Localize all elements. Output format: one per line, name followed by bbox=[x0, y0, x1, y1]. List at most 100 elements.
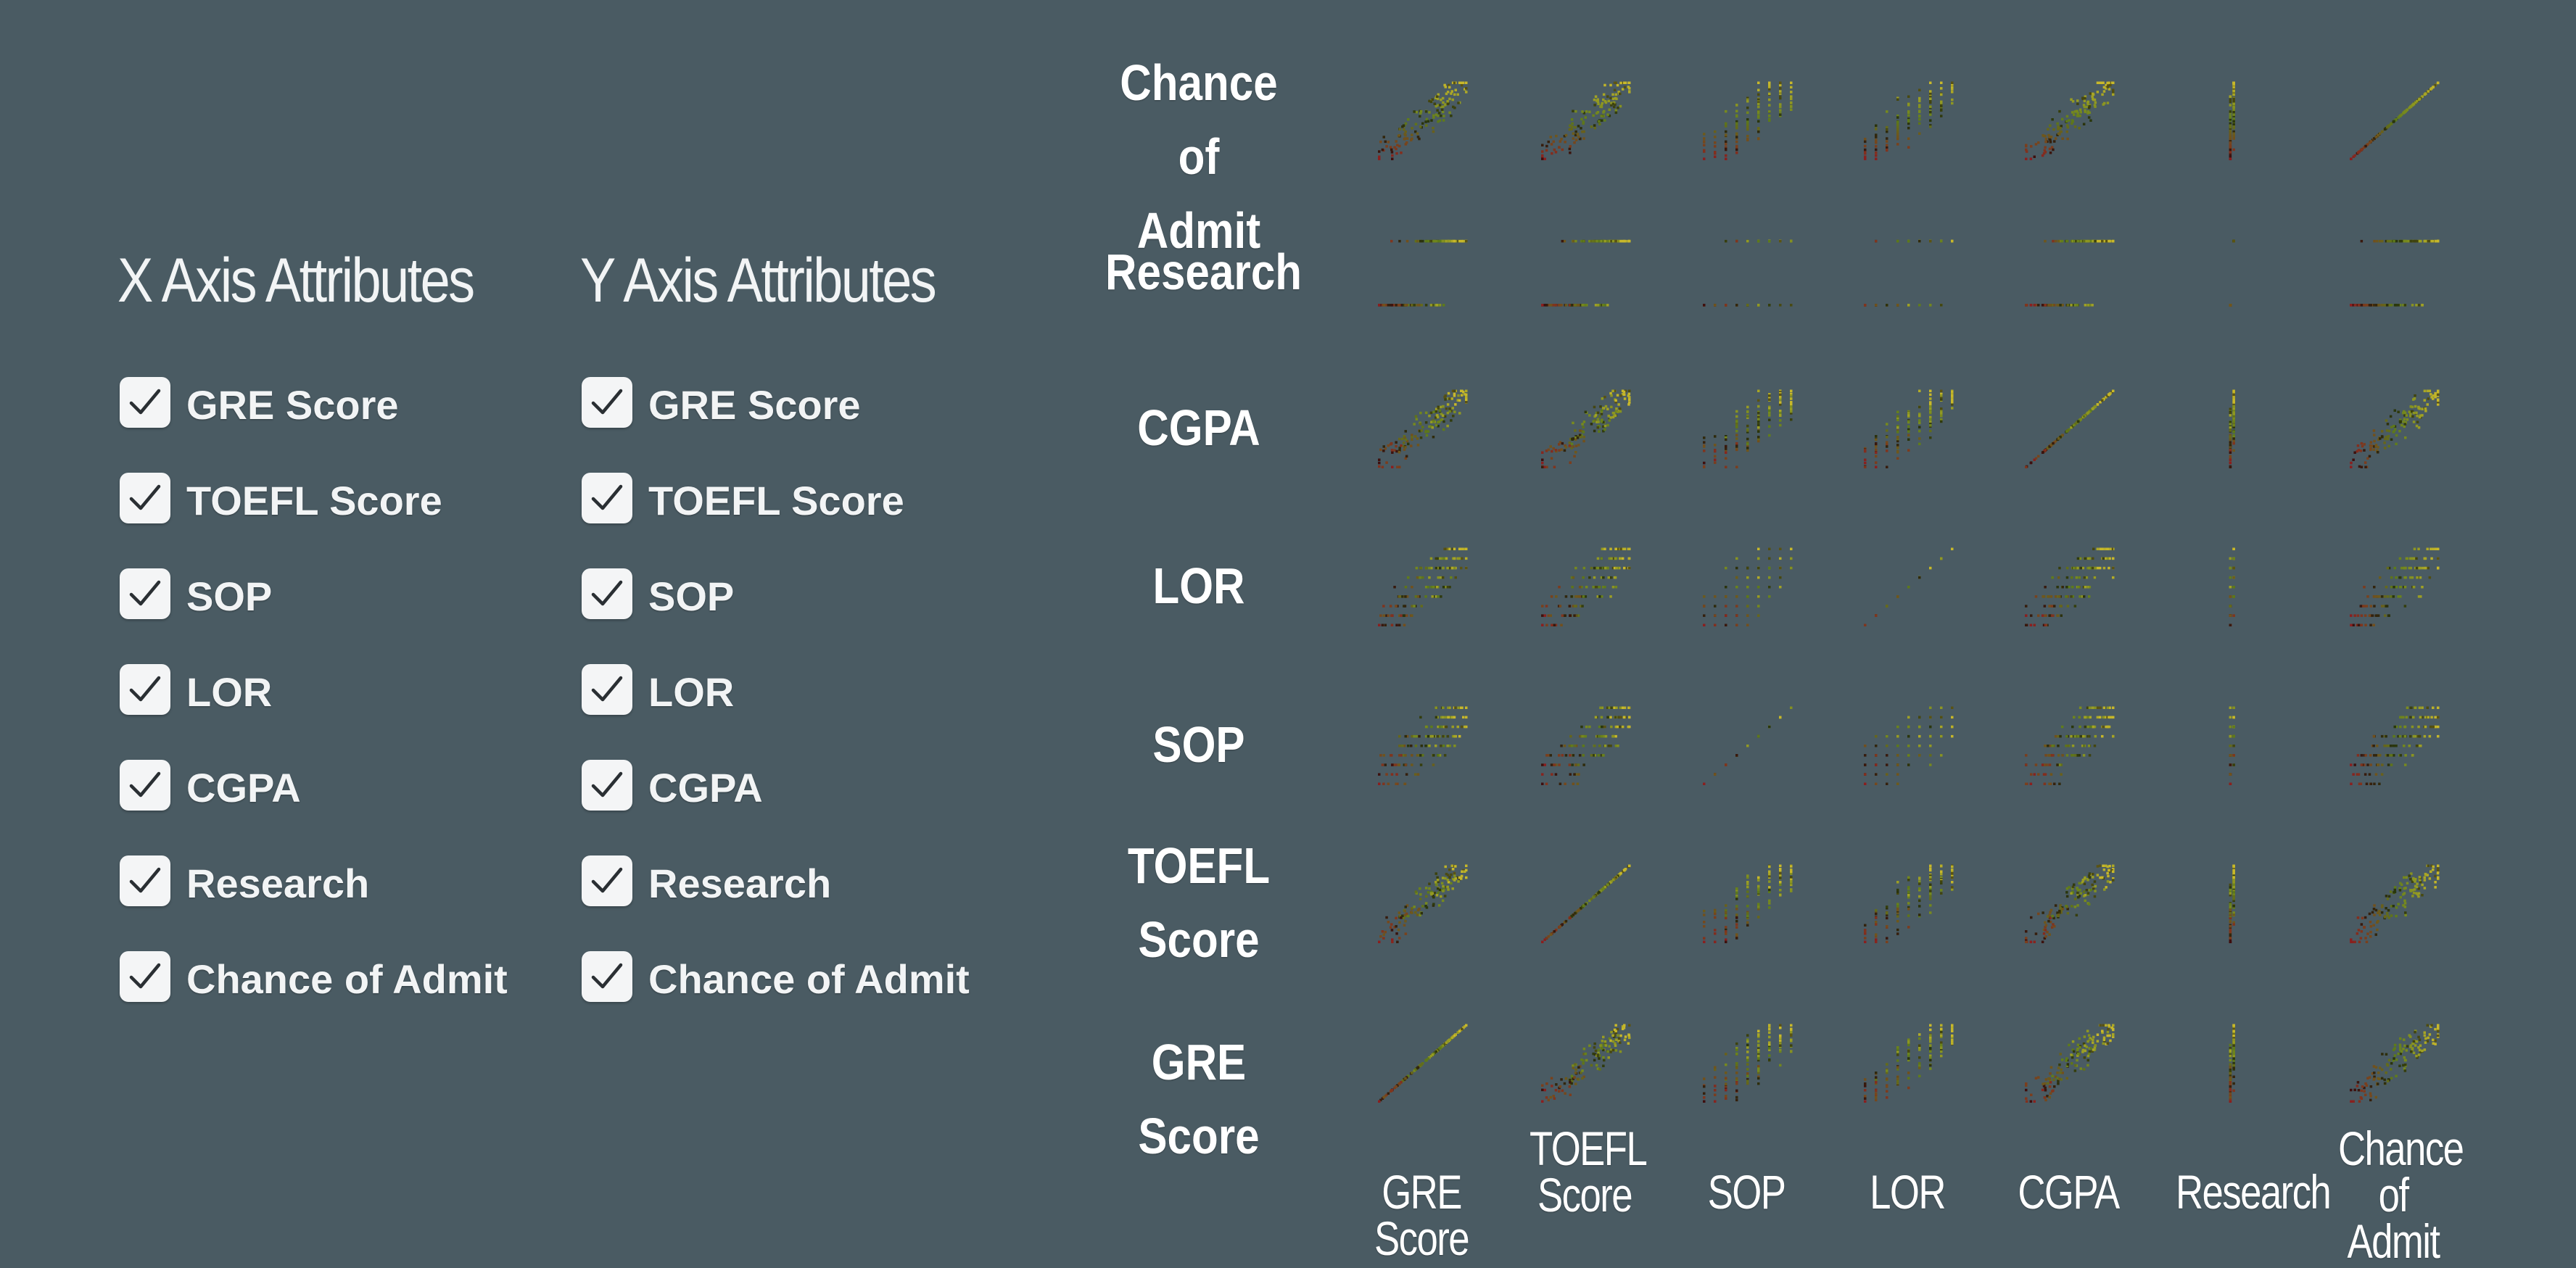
scatter-point bbox=[1573, 141, 1576, 144]
scatter-point bbox=[1896, 451, 1899, 454]
scatter-point bbox=[2366, 783, 2369, 786]
scatter-point bbox=[1421, 304, 1424, 307]
scatter-point bbox=[1612, 735, 1615, 738]
scatter-point bbox=[2232, 434, 2235, 437]
scatter-point bbox=[1725, 304, 1727, 307]
scatter-point bbox=[2411, 754, 2414, 757]
scatter-point bbox=[2229, 735, 2232, 738]
scatter-point bbox=[1918, 118, 1921, 121]
scatter-point bbox=[1432, 754, 1435, 757]
scatter-point bbox=[1448, 397, 1451, 400]
scatter-point bbox=[2412, 398, 2415, 401]
scatter-point bbox=[1886, 436, 1888, 439]
scatter-point bbox=[1453, 390, 1456, 393]
scatter-point bbox=[1411, 605, 1413, 608]
scatter-point bbox=[2404, 304, 2407, 307]
scatter-point bbox=[1384, 763, 1387, 766]
scatter-point bbox=[1411, 763, 1413, 766]
scatter-point bbox=[2077, 735, 2080, 738]
scatter-cell bbox=[1864, 82, 1954, 161]
scatter-point bbox=[1448, 407, 1451, 410]
scatter-point bbox=[1735, 614, 1738, 617]
scatter-point bbox=[1419, 125, 1422, 128]
scatter-point bbox=[1896, 754, 1899, 757]
scatter-point bbox=[2364, 466, 2367, 469]
scatter-point bbox=[2084, 716, 2086, 719]
scatter-point bbox=[2092, 407, 2094, 410]
scatter-point bbox=[1452, 415, 1455, 418]
scatter-point bbox=[2066, 130, 2069, 133]
scatter-point bbox=[1918, 240, 1921, 243]
scatter-point bbox=[1622, 707, 1625, 710]
scatter-point bbox=[1577, 614, 1580, 617]
scatter-point bbox=[1735, 426, 1738, 428]
scatter-point bbox=[1757, 418, 1760, 421]
scatter-point bbox=[1790, 403, 1793, 406]
scatter-point bbox=[1583, 567, 1586, 570]
scatter-point bbox=[2094, 105, 2097, 108]
scatter-point bbox=[2073, 424, 2076, 427]
scatter-point bbox=[2390, 595, 2393, 598]
scatter-cell bbox=[2229, 240, 2235, 307]
scatter-point bbox=[1390, 442, 1393, 445]
scatter-point bbox=[1604, 240, 1607, 243]
scatter-point bbox=[1447, 403, 1450, 406]
scatter-point bbox=[1577, 595, 1580, 598]
scatter-point bbox=[1714, 151, 1717, 154]
scatter-point bbox=[2366, 595, 2369, 598]
scatter-point bbox=[1398, 745, 1401, 747]
scatter-point bbox=[2080, 418, 2083, 421]
scatter-point bbox=[2358, 624, 2361, 627]
scatter-point bbox=[1627, 707, 1630, 710]
scatter-point bbox=[1453, 394, 1456, 397]
scatter-point bbox=[2047, 745, 2049, 747]
scatter-point bbox=[2108, 82, 2110, 85]
scatter-point bbox=[1460, 567, 1463, 570]
scatter-point bbox=[2395, 304, 2398, 307]
scatter-point bbox=[2229, 614, 2232, 617]
scatter-point bbox=[1427, 120, 1430, 123]
scatter-point bbox=[1864, 304, 1867, 307]
scatter-point bbox=[2417, 548, 2420, 551]
scatter-point bbox=[1462, 716, 1465, 719]
scatter-point bbox=[1627, 548, 1630, 551]
scatter-point bbox=[2427, 403, 2430, 406]
scatter-point bbox=[2112, 567, 2115, 570]
scatter-point bbox=[1735, 754, 1738, 757]
scatter-point bbox=[2404, 605, 2407, 608]
scatter-point bbox=[1413, 110, 1416, 113]
scatter-point bbox=[2416, 240, 2419, 243]
scatter-point bbox=[1398, 754, 1401, 757]
scatter-point bbox=[1617, 410, 1619, 413]
scatter-point bbox=[1457, 394, 1460, 397]
scatter-point bbox=[1427, 586, 1430, 589]
scatter-point bbox=[2103, 567, 2106, 570]
scatter-point bbox=[2049, 745, 2052, 747]
scatter-point bbox=[1598, 120, 1601, 123]
scatter-point bbox=[1395, 624, 1398, 627]
scatter-point bbox=[1929, 430, 1932, 433]
scatter-point bbox=[1383, 754, 1386, 757]
scatter-point bbox=[2080, 111, 2083, 114]
scatter-point bbox=[1610, 394, 1613, 397]
scatter-point bbox=[2379, 133, 2382, 136]
scatter-point bbox=[1581, 110, 1584, 113]
scatter-point bbox=[1622, 726, 1625, 729]
scatter-point bbox=[1703, 595, 1706, 598]
scatter-point bbox=[1379, 754, 1382, 757]
scatter-point bbox=[1735, 410, 1738, 413]
scatter-point bbox=[1606, 113, 1609, 116]
scatter-point bbox=[2088, 745, 2091, 747]
scatter-point bbox=[1464, 726, 1466, 729]
scatter-point bbox=[1571, 763, 1574, 766]
scatter-point bbox=[1541, 304, 1544, 307]
scatter-point bbox=[1404, 304, 1407, 307]
scatter-point bbox=[1714, 455, 1717, 458]
scatter-point bbox=[1453, 716, 1456, 719]
scatter-point bbox=[2049, 148, 2052, 151]
scatter-point bbox=[1378, 157, 1381, 160]
scatter-point bbox=[1558, 146, 1561, 149]
scatter-point bbox=[1714, 773, 1717, 776]
scatter-point bbox=[1614, 576, 1617, 579]
scatter-point bbox=[1441, 109, 1444, 112]
